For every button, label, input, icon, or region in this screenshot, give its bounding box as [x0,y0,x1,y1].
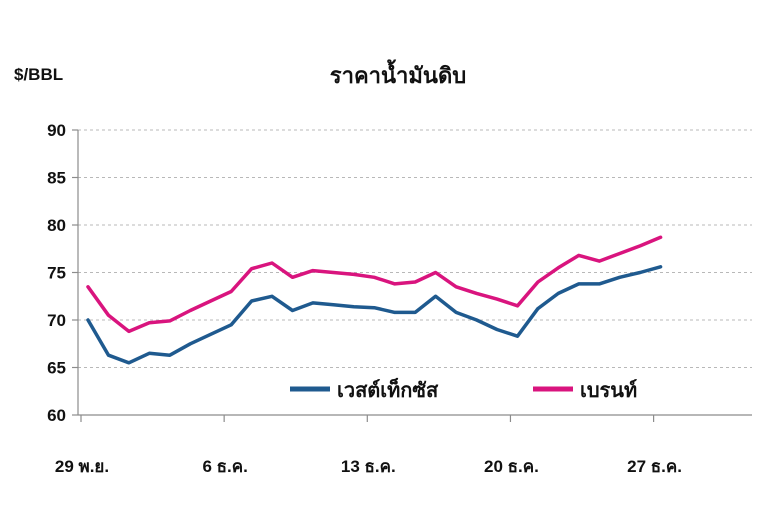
legend-item-brent: เบรนท์ [533,378,637,402]
x-tick-label: 6 ธ.ค. [202,457,247,476]
legend-label-wti: เวสต์เท็กซัส [337,377,439,402]
y-tick-label: 85 [47,169,66,188]
y-axis-ticks: 60 65 70 75 80 85 90 [47,121,78,425]
series-line-wti [86,265,663,365]
x-axis-ticks: 29 พ.ย. 6 ธ.ค. 13 ธ.ค. 20 ธ.ค. 27 ธ.ค. [55,415,682,476]
gridlines [78,129,752,368]
x-tick-label: 27 ธ.ค. [627,457,682,476]
y-tick-label: 65 [47,359,66,378]
legend-item-wti: เวสต์เท็กซัส [290,377,439,402]
series-line-brent [86,235,663,334]
y-tick-label: 80 [47,216,66,235]
legend: เวสต์เท็กซัส เบรนท์ [290,377,637,402]
series-lines [86,235,663,365]
y-tick-label: 70 [47,311,66,330]
y-tick-label: 90 [47,121,66,140]
chart-title: ราคาน้ำมันดิบ [330,59,466,89]
y-tick-label: 60 [47,406,66,425]
x-tick-label: 20 ธ.ค. [484,457,539,476]
y-tick-label: 75 [47,264,66,283]
x-tick-label: 29 พ.ย. [55,457,109,476]
y-axis-unit-label: $/BBL [14,65,63,84]
legend-label-brent: เบรนท์ [580,378,637,402]
x-tick-label: 13 ธ.ค. [341,457,396,476]
